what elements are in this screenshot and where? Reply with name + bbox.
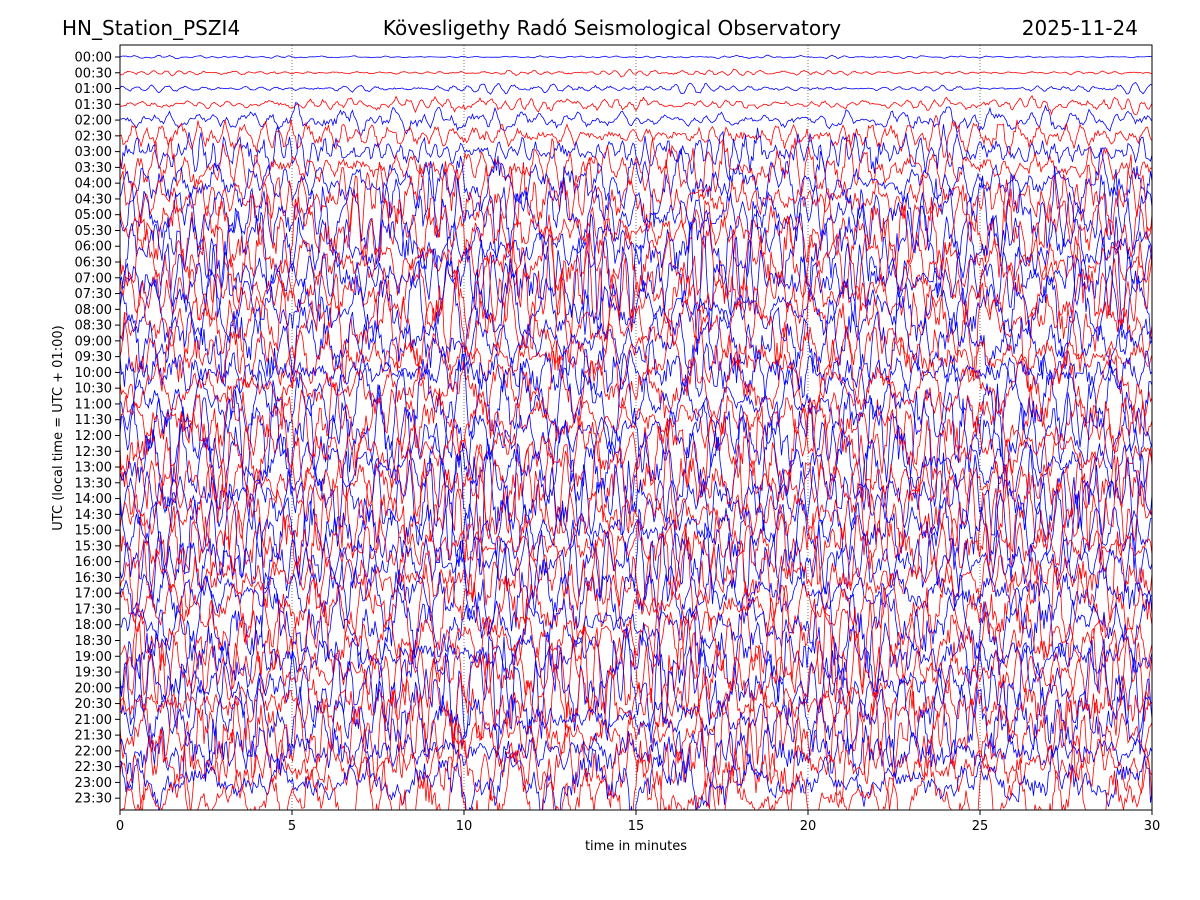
y-tick-label: 13:00 bbox=[75, 461, 112, 476]
trace-2000 bbox=[120, 626, 1152, 756]
trace-0600 bbox=[120, 201, 1152, 295]
y-tick-label: 06:30 bbox=[75, 256, 112, 271]
y-tick-label: 00:30 bbox=[75, 66, 112, 81]
y-tick-label: 21:30 bbox=[75, 729, 112, 744]
y-tick-label: 14:00 bbox=[75, 492, 112, 507]
trace-0330 bbox=[120, 133, 1152, 199]
y-tick-label: 09:30 bbox=[75, 350, 112, 365]
y-tick-label: 22:00 bbox=[75, 744, 112, 759]
y-tick-label: 15:00 bbox=[75, 524, 112, 539]
y-tick-label: 22:30 bbox=[75, 760, 112, 775]
trace-1500 bbox=[120, 483, 1152, 582]
trace-0630 bbox=[120, 200, 1152, 312]
y-tick-label: 13:30 bbox=[75, 476, 112, 491]
x-axis: 0 5 10 15 20 25 30 bbox=[116, 810, 1160, 834]
trace-0000 bbox=[120, 54, 1152, 60]
y-tick-label: 08:00 bbox=[75, 303, 112, 318]
x-tick-label: 5 bbox=[288, 819, 296, 834]
trace-0100 bbox=[120, 81, 1152, 95]
y-tick-label: 06:00 bbox=[75, 240, 112, 255]
trace-1130 bbox=[120, 375, 1152, 469]
y-tick-label: 16:30 bbox=[75, 571, 112, 586]
trace-2200 bbox=[120, 719, 1152, 789]
y-tick-label: 15:30 bbox=[75, 539, 112, 554]
trace-0730 bbox=[120, 229, 1152, 365]
trace-1800 bbox=[120, 561, 1152, 678]
trace-2030 bbox=[120, 653, 1152, 743]
date-title: 2025-11-24 bbox=[1022, 16, 1138, 40]
y-tick-label: 16:00 bbox=[75, 555, 112, 570]
y-tick-label: 11:00 bbox=[75, 397, 112, 412]
y-tick-label: 17:30 bbox=[75, 602, 112, 617]
trace-0800 bbox=[120, 257, 1152, 371]
trace-2100 bbox=[120, 667, 1152, 769]
x-tick-label: 10 bbox=[456, 819, 473, 834]
trace-1030 bbox=[120, 340, 1152, 441]
trace-0200 bbox=[120, 102, 1152, 136]
y-tick-label: 12:00 bbox=[75, 429, 112, 444]
trace-2230 bbox=[120, 715, 1152, 810]
trace-2330 bbox=[120, 720, 1152, 810]
y-tick-label: 10:00 bbox=[75, 366, 112, 381]
traces bbox=[120, 54, 1152, 810]
y-tick-label: 03:00 bbox=[75, 145, 112, 160]
trace-1730 bbox=[120, 557, 1152, 667]
y-axis-label: UTC (local time = UTC + 01:00) bbox=[51, 325, 66, 530]
trace-1930 bbox=[120, 608, 1152, 728]
y-tick-label: 21:00 bbox=[75, 713, 112, 728]
y-tick-label: 19:30 bbox=[75, 666, 112, 681]
trace-1400 bbox=[120, 438, 1152, 571]
y-tick-label: 14:30 bbox=[75, 508, 112, 523]
x-axis-label: time in minutes bbox=[585, 839, 687, 854]
y-tick-label: 20:30 bbox=[75, 697, 112, 712]
y-tick-label: 03:30 bbox=[75, 161, 112, 176]
y-tick-label: 00:00 bbox=[75, 51, 112, 66]
y-tick-label: 07:00 bbox=[75, 271, 112, 286]
y-tick-label: 19:00 bbox=[75, 650, 112, 665]
y-tick-label: 23:00 bbox=[75, 776, 112, 791]
y-tick-label: 11:30 bbox=[75, 413, 112, 428]
y-tick-label: 05:00 bbox=[75, 208, 112, 223]
x-tick-label: 15 bbox=[628, 819, 645, 834]
trace-0530 bbox=[120, 175, 1152, 278]
y-tick-label: 02:00 bbox=[75, 114, 112, 129]
x-tick-label: 0 bbox=[116, 819, 124, 834]
y-tick-label: 05:30 bbox=[75, 224, 112, 239]
y-tick-label: 08:30 bbox=[75, 319, 112, 334]
x-tick-label: 30 bbox=[1144, 819, 1161, 834]
y-tick-label: 20:00 bbox=[75, 681, 112, 696]
trace-1200 bbox=[120, 380, 1152, 511]
y-tick-label: 01:30 bbox=[75, 98, 112, 113]
y-tick-label: 07:30 bbox=[75, 287, 112, 302]
trace-1530 bbox=[120, 504, 1152, 587]
trace-1600 bbox=[120, 508, 1152, 605]
x-tick-label: 25 bbox=[972, 819, 989, 834]
y-tick-label: 12:30 bbox=[75, 445, 112, 460]
trace-0900 bbox=[120, 285, 1152, 409]
trace-0930 bbox=[120, 309, 1152, 401]
y-tick-label: 04:30 bbox=[75, 192, 112, 207]
y-tick-label: 18:30 bbox=[75, 634, 112, 649]
y-tick-label: 01:00 bbox=[75, 82, 112, 97]
trace-0500 bbox=[120, 161, 1152, 268]
y-tick-label: 10:30 bbox=[75, 382, 112, 397]
chart-title: Kövesligethy Radó Seismological Observat… bbox=[383, 16, 841, 40]
station-title: HN_Station_PSZI4 bbox=[62, 16, 240, 40]
y-tick-label: 02:30 bbox=[75, 129, 112, 144]
y-tick-label: 23:30 bbox=[75, 792, 112, 807]
y-tick-label: 09:00 bbox=[75, 334, 112, 349]
y-tick-label: 17:00 bbox=[75, 587, 112, 602]
x-tick-label: 20 bbox=[800, 819, 817, 834]
y-tick-label: 18:00 bbox=[75, 618, 112, 633]
trace-2300 bbox=[120, 745, 1152, 810]
trace-1330 bbox=[120, 419, 1152, 534]
trace-0030 bbox=[120, 68, 1152, 78]
y-axis: 00:0000:3001:0001:3002:0002:3003:0003:30… bbox=[75, 51, 120, 807]
trace-0230 bbox=[120, 114, 1152, 158]
trace-0130 bbox=[120, 95, 1152, 116]
y-tick-label: 04:00 bbox=[75, 177, 112, 192]
trace-1700 bbox=[120, 537, 1152, 636]
